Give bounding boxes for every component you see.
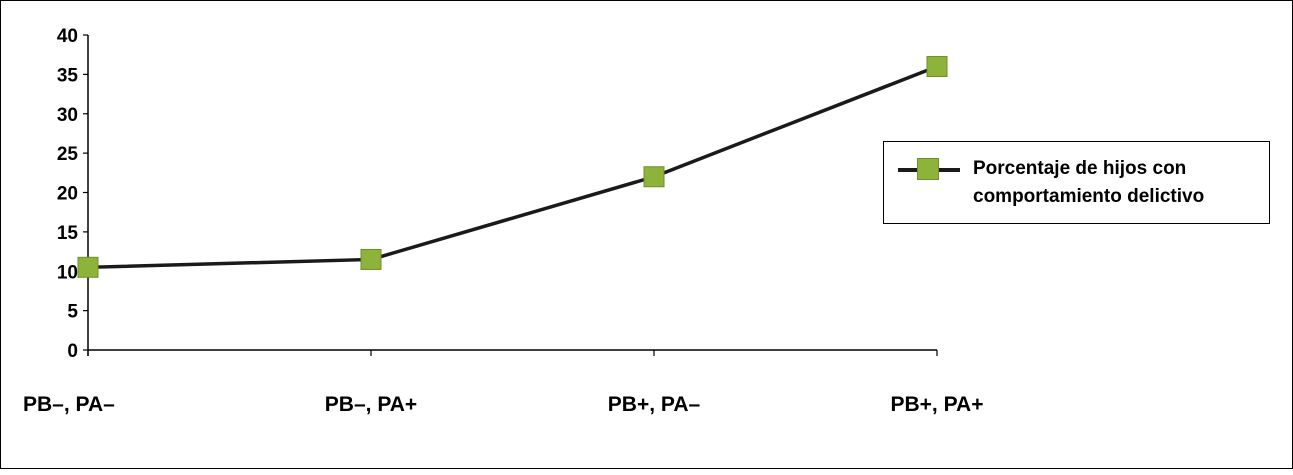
x-tick-label: PB–, PA+ xyxy=(325,393,417,416)
x-tick-label: PB–, PA– xyxy=(23,393,115,416)
data-point-marker xyxy=(643,166,665,188)
y-tick-label: 15 xyxy=(57,223,79,244)
data-point-marker xyxy=(77,256,99,278)
y-tick-label: 35 xyxy=(57,65,79,86)
x-axis-ticks: PB–, PA– PB–, PA+ PB+, PA– PB+, PA+ xyxy=(23,350,983,416)
x-tick-label: PB+, PA– xyxy=(608,393,701,416)
axes xyxy=(87,35,937,356)
series-line xyxy=(87,64,938,270)
series-group xyxy=(77,56,948,278)
y-axis-ticks: 0 5 10 15 20 25 30 35 40 xyxy=(57,26,88,362)
y-tick-label: 40 xyxy=(57,26,78,47)
y-tick-label: 25 xyxy=(57,144,79,165)
data-point-marker xyxy=(926,56,948,77)
y-tick-label: 20 xyxy=(57,184,78,205)
legend-marker-swatch xyxy=(917,158,939,180)
y-tick-label: 5 xyxy=(67,302,78,323)
x-tick-label: PB+, PA+ xyxy=(891,393,984,416)
y-tick-label: 30 xyxy=(57,105,78,126)
y-tick-label: 0 xyxy=(67,341,78,362)
legend: Porcentaje de hijos con comportamiento d… xyxy=(883,141,1270,224)
legend-label: Porcentaje de hijos con comportamiento d… xyxy=(973,158,1205,207)
y-tick-label: 10 xyxy=(57,262,78,283)
data-point-marker xyxy=(360,248,382,270)
